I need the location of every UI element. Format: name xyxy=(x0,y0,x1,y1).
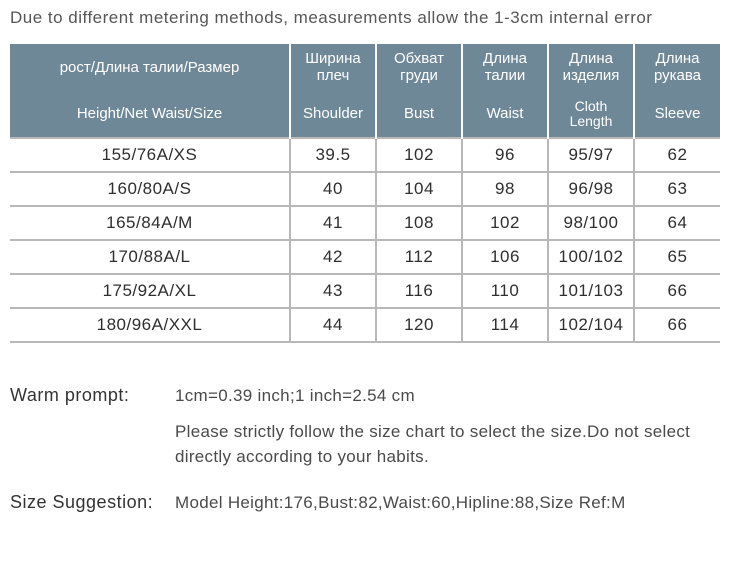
measure-cell: 102/104 xyxy=(548,308,634,342)
measure-cell: 62 xyxy=(634,138,720,172)
header-ru-shoulder: Ширина плеч xyxy=(290,44,376,91)
measure-cell: 120 xyxy=(376,308,462,342)
measure-cell: 65 xyxy=(634,240,720,274)
measurement-note: Due to different metering methods, measu… xyxy=(10,8,720,28)
size-suggestion-text: Model Height:176,Bust:82,Waist:60,Hiplin… xyxy=(175,490,720,516)
measure-cell: 104 xyxy=(376,172,462,206)
measure-cell: 101/103 xyxy=(548,274,634,308)
table-row: 165/84A/M4110810298/10064 xyxy=(10,206,720,240)
table-row: 175/92A/XL43116110101/10366 xyxy=(10,274,720,308)
size-chart-header: рост/Длина талии/Размер Ширина плеч Обхв… xyxy=(10,44,720,138)
size-cell: 170/88A/L xyxy=(10,240,290,274)
header-en-waist: Waist xyxy=(462,91,548,139)
size-chart-table: рост/Длина талии/Размер Ширина плеч Обхв… xyxy=(10,44,720,343)
table-row: 160/80A/S401049896/9863 xyxy=(10,172,720,206)
warm-prompt-label: Warm prompt: xyxy=(10,383,175,406)
measure-cell: 63 xyxy=(634,172,720,206)
measure-cell: 95/97 xyxy=(548,138,634,172)
header-ru-length: Длина изделия xyxy=(548,44,634,91)
size-cell: 180/96A/XXL xyxy=(10,308,290,342)
measure-cell: 102 xyxy=(462,206,548,240)
measure-cell: 110 xyxy=(462,274,548,308)
measure-cell: 64 xyxy=(634,206,720,240)
measure-cell: 41 xyxy=(290,206,376,240)
size-cell: 160/80A/S xyxy=(10,172,290,206)
header-en-sleeve: Sleeve xyxy=(634,91,720,139)
size-cell: 175/92A/XL xyxy=(10,274,290,308)
size-cell: 155/76A/XS xyxy=(10,138,290,172)
measure-cell: 98 xyxy=(462,172,548,206)
warm-prompt-body: 1cm=0.39 inch;1 inch=2.54 cm Please stri… xyxy=(175,383,720,470)
measure-cell: 43 xyxy=(290,274,376,308)
measure-cell: 66 xyxy=(634,274,720,308)
measure-cell: 98/100 xyxy=(548,206,634,240)
table-row: 155/76A/XS39.51029695/9762 xyxy=(10,138,720,172)
measure-cell: 44 xyxy=(290,308,376,342)
measure-cell: 116 xyxy=(376,274,462,308)
size-chart-body: 155/76A/XS39.51029695/9762160/80A/S40104… xyxy=(10,138,720,342)
warm-prompt-line2: Please strictly follow the size chart to… xyxy=(175,419,720,470)
measure-cell: 114 xyxy=(462,308,548,342)
measure-cell: 102 xyxy=(376,138,462,172)
size-suggestion-label: Size Suggestion: xyxy=(10,490,175,513)
measure-cell: 100/102 xyxy=(548,240,634,274)
table-row: 170/88A/L42112106100/10265 xyxy=(10,240,720,274)
measure-cell: 40 xyxy=(290,172,376,206)
header-en-bust: Bust xyxy=(376,91,462,139)
measure-cell: 42 xyxy=(290,240,376,274)
measure-cell: 108 xyxy=(376,206,462,240)
header-en-shoulder: Shoulder xyxy=(290,91,376,139)
header-ru-sleeve: Длина рукава xyxy=(634,44,720,91)
header-ru-bust: Обхват груди xyxy=(376,44,462,91)
measure-cell: 112 xyxy=(376,240,462,274)
header-en-length: Cloth Length xyxy=(548,91,634,139)
measure-cell: 106 xyxy=(462,240,548,274)
header-ru-size: рост/Длина талии/Размер xyxy=(10,44,290,91)
header-en-size: Height/Net Waist/Size xyxy=(10,91,290,139)
warm-prompt-line1: 1cm=0.39 inch;1 inch=2.54 cm xyxy=(175,383,720,409)
measure-cell: 66 xyxy=(634,308,720,342)
header-ru-waist: Длина талии xyxy=(462,44,548,91)
measure-cell: 96 xyxy=(462,138,548,172)
size-cell: 165/84A/M xyxy=(10,206,290,240)
measure-cell: 39.5 xyxy=(290,138,376,172)
table-row: 180/96A/XXL44120114102/10466 xyxy=(10,308,720,342)
measure-cell: 96/98 xyxy=(548,172,634,206)
